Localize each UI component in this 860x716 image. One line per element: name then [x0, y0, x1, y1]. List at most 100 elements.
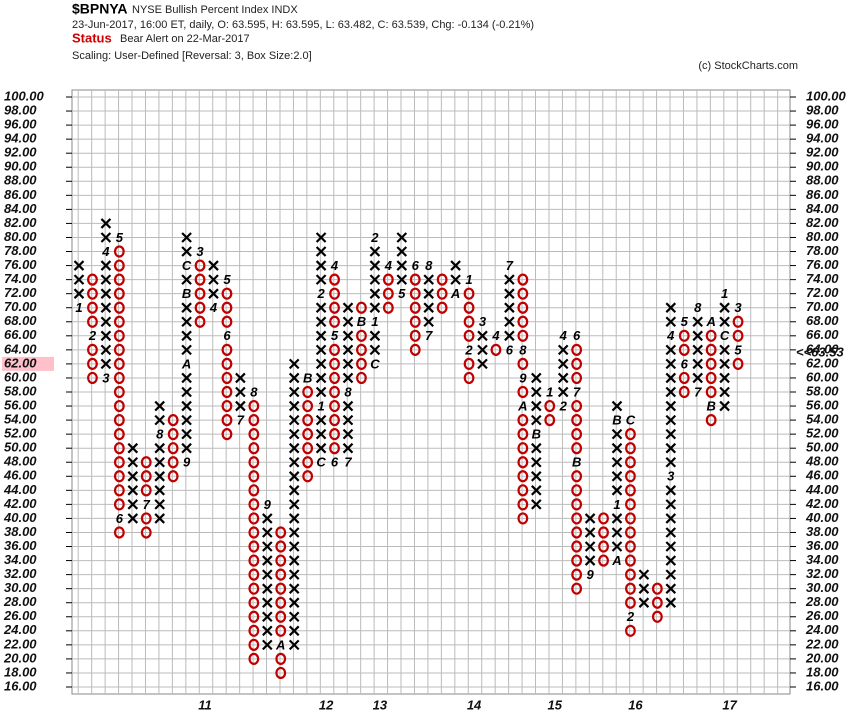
x-box — [531, 400, 542, 412]
o-box — [248, 638, 260, 651]
x-box — [315, 330, 327, 342]
o-box — [167, 413, 179, 427]
x-box — [235, 386, 246, 398]
x-box — [423, 302, 434, 313]
y-tick-label: 24.00 — [3, 622, 37, 637]
x-box — [665, 555, 677, 566]
x-box — [181, 442, 192, 454]
y-tick-label-right: 52.00 — [806, 426, 839, 441]
x-box — [369, 344, 381, 356]
x-box — [154, 499, 165, 510]
x-box — [288, 597, 300, 608]
o-box — [275, 666, 287, 680]
o-box — [517, 301, 529, 314]
o-box — [275, 568, 287, 581]
x-box — [584, 541, 596, 552]
month-mark: 8 — [250, 384, 258, 399]
o-box — [140, 512, 152, 525]
o-box — [463, 287, 475, 300]
x-box — [531, 386, 542, 398]
y-tick-label-right: 38.00 — [806, 524, 839, 539]
o-box — [651, 582, 663, 595]
month-mark: 5 — [734, 342, 742, 357]
x-box — [342, 330, 354, 342]
highlight — [2, 356, 54, 371]
month-mark: 1 — [465, 272, 472, 287]
x-box — [665, 527, 677, 538]
o-box — [248, 428, 260, 441]
x-box — [665, 583, 677, 594]
y-tick-label: 54.00 — [4, 412, 37, 427]
month-mark: 7 — [573, 384, 581, 399]
month-mark: 4 — [559, 328, 568, 343]
y-tick-label-right: 90.00 — [806, 159, 839, 174]
x-box — [154, 485, 165, 496]
x-box — [288, 358, 300, 370]
o-box — [571, 540, 583, 553]
y-tick-label: 70.00 — [4, 299, 37, 314]
o-box — [194, 273, 206, 286]
o-box — [275, 582, 287, 595]
month-mark: A — [275, 637, 285, 652]
y-tick-label: 84.00 — [4, 201, 37, 216]
o-box — [409, 329, 421, 342]
month-mark: A — [181, 356, 191, 371]
x-box — [262, 569, 273, 580]
y-tick-label-right: 22.00 — [805, 636, 839, 651]
x-box — [181, 232, 192, 243]
y-tick-label-right: 84.00 — [806, 201, 839, 216]
x-box — [154, 442, 165, 454]
o-box — [302, 442, 314, 455]
o-box — [113, 456, 125, 469]
o-box — [329, 315, 340, 328]
month-mark: B — [612, 413, 621, 428]
x-box — [288, 639, 300, 651]
o-box — [221, 287, 233, 300]
o-box — [248, 540, 260, 553]
x-box — [262, 639, 273, 651]
o-box — [329, 301, 340, 314]
x-box — [288, 513, 300, 524]
o-box — [221, 301, 233, 314]
year-label: 14 — [467, 697, 482, 712]
x-box — [181, 344, 192, 356]
o-box — [436, 301, 448, 314]
y-tick-label: 20.00 — [3, 650, 37, 665]
y-tick-label-right: 58.00 — [806, 383, 839, 398]
o-box — [87, 287, 98, 300]
o-box — [598, 526, 609, 539]
x-box — [288, 372, 300, 384]
month-mark: B — [182, 286, 191, 301]
x-box — [369, 302, 381, 313]
y-tick-label: 36.00 — [4, 538, 37, 553]
x-box — [127, 456, 139, 468]
x-box — [100, 316, 112, 328]
x-box — [288, 611, 300, 623]
y-tick-label: 28.00 — [3, 594, 37, 609]
o-box — [302, 385, 314, 399]
index-name: NYSE Bullish Percent Index INDX — [132, 4, 298, 16]
y-tick-label-right: 24.00 — [805, 622, 839, 637]
y-tick-label-right: 70.00 — [806, 299, 839, 314]
x-box — [127, 442, 139, 454]
y-tick-label: 30.00 — [4, 580, 37, 595]
month-mark: B — [357, 314, 366, 329]
o-box — [463, 301, 475, 314]
month-mark: 7 — [694, 384, 702, 399]
x-box — [369, 274, 381, 285]
x-box — [315, 316, 327, 328]
month-mark: 3 — [479, 314, 487, 329]
y-tick-label-right: 92.00 — [806, 145, 839, 160]
x-box — [181, 386, 192, 398]
o-box — [571, 470, 583, 483]
o-box — [113, 484, 125, 497]
y-tick-label: 50.00 — [4, 440, 37, 455]
x-box — [665, 442, 677, 454]
x-box — [262, 541, 273, 552]
y-tick-label-right: 88.00 — [806, 173, 839, 188]
x-box — [369, 260, 381, 271]
x-box — [665, 386, 677, 398]
y-tick-label: 86.00 — [4, 187, 37, 202]
o-box — [571, 343, 583, 356]
o-box — [463, 371, 475, 385]
